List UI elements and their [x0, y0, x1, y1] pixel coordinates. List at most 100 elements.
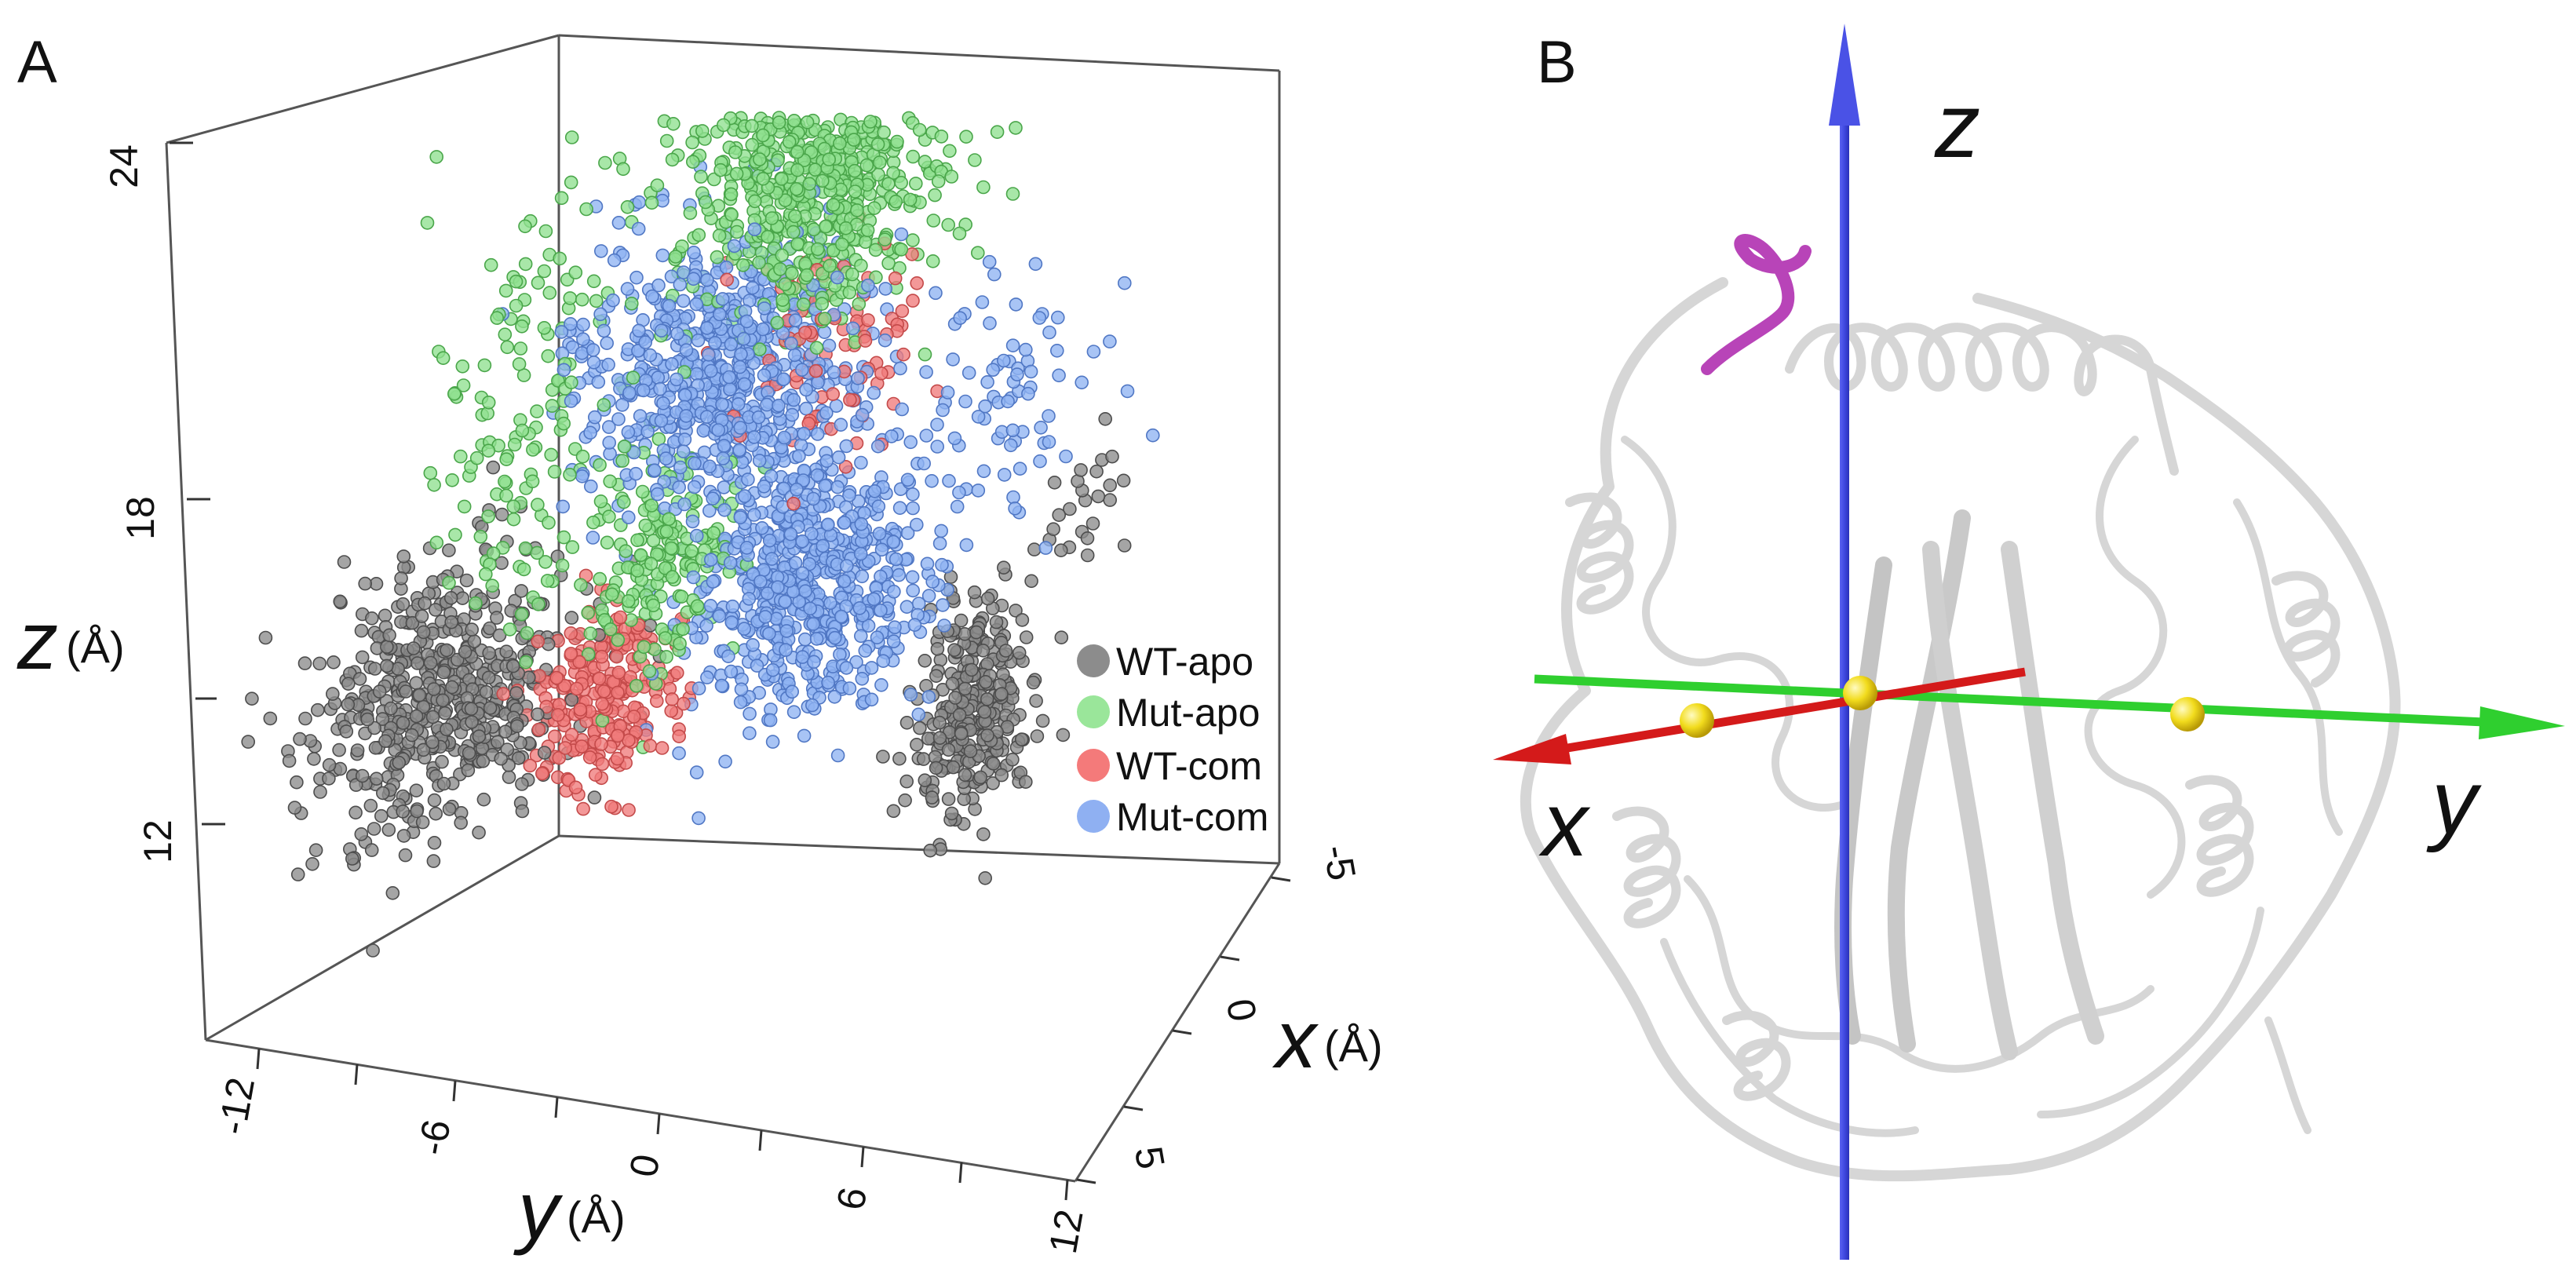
point-mut-apo [959, 130, 973, 144]
point-wt-com [613, 610, 628, 625]
point-mut-com [854, 516, 869, 531]
point-mut-com [739, 314, 754, 329]
point-mut-com [821, 517, 835, 532]
point-wt-apo [416, 742, 431, 757]
point-wt-apo [293, 732, 307, 746]
point-wt-com [564, 728, 579, 742]
point-wt-apo [980, 691, 994, 706]
point-mut-com [1146, 428, 1160, 443]
point-mut-com [597, 323, 611, 338]
point-wt-apo [482, 646, 497, 660]
point-wt-apo [379, 659, 394, 673]
point-mut-com [932, 536, 947, 551]
point-wt-apo [932, 731, 947, 746]
point-wt-apo [483, 701, 498, 715]
point-mut-apo [600, 535, 615, 550]
point-mut-com [787, 348, 802, 363]
point-mut-apo [500, 340, 515, 355]
point-mut-com [834, 609, 848, 624]
point-wt-apo [358, 576, 373, 591]
point-mut-apo [674, 589, 689, 604]
point-wt-apo [322, 772, 336, 786]
point-mut-apo [675, 239, 689, 254]
point-wt-apo [429, 806, 443, 821]
point-mut-com [920, 556, 935, 571]
point-wt-apo [263, 711, 278, 726]
y-tick-label-0: 0 [621, 1151, 668, 1180]
point-mut-apo [604, 622, 618, 637]
point-wt-apo [967, 585, 982, 600]
point-wt-apo [1009, 604, 1023, 618]
point-mut-com [615, 398, 629, 412]
point-mut-com [930, 418, 944, 432]
point-mut-com [982, 254, 997, 269]
point-wt-apo [481, 670, 496, 685]
point-mut-com [633, 409, 648, 423]
point-mut-com [653, 381, 667, 396]
point-mut-com [806, 491, 820, 506]
point-mut-apo [593, 571, 608, 586]
point-wt-apo [980, 591, 995, 606]
point-mut-com [672, 746, 686, 761]
point-mut-apo [822, 152, 836, 166]
point-mut-com [593, 244, 608, 258]
point-mut-com [1075, 375, 1089, 390]
ribbon-helix-right-lower [2185, 775, 2254, 897]
point-wt-apo [372, 684, 387, 699]
x-tick-5 [1076, 1178, 1096, 1184]
point-mut-com [656, 396, 670, 410]
point-wt-com [626, 710, 641, 724]
point-wt-apo [410, 804, 424, 819]
point-mut-com [587, 410, 602, 425]
point-mut-com [1004, 438, 1018, 453]
point-mut-apo [518, 219, 532, 234]
point-mut-com [677, 432, 692, 447]
point-mut-apo [579, 202, 593, 217]
point-mut-com [799, 401, 813, 416]
point-wt-apo [404, 728, 419, 742]
point-wt-apo [1116, 473, 1131, 488]
point-wt-apo [396, 805, 410, 819]
point-mut-com [997, 468, 1012, 482]
point-mut-com [854, 629, 868, 644]
point-mut-apo [507, 437, 522, 452]
point-mut-com [711, 423, 726, 437]
point-wt-com [552, 750, 567, 765]
point-mut-com [892, 501, 907, 516]
point-mut-com [980, 374, 994, 389]
point-mut-apo [867, 201, 881, 216]
point-wt-apo [930, 641, 945, 656]
point-mut-apo [775, 248, 790, 263]
point-wt-apo [1098, 411, 1112, 426]
ribbon-loop-right-tail [2264, 1016, 2311, 1134]
x-axis-shaft [1557, 667, 2026, 754]
point-wt-apo [427, 836, 442, 850]
point-wt-apo [332, 742, 346, 757]
point-mut-apo [513, 341, 528, 356]
point-mut-com [583, 425, 597, 440]
point-mut-apo [870, 137, 885, 151]
point-mut-apo [790, 162, 805, 177]
point-mut-com [732, 443, 746, 458]
point-wt-apo [492, 628, 507, 643]
point-wt-com [843, 392, 857, 407]
point-mut-apo [918, 155, 932, 169]
point-wt-apo [341, 677, 356, 691]
point-wt-apo [1035, 713, 1050, 728]
marker-ball-left [1680, 703, 1714, 738]
point-wt-apo [1056, 728, 1071, 742]
point-wt-com [786, 496, 801, 511]
point-mut-apo [695, 124, 710, 138]
point-wt-apo [436, 693, 450, 708]
legend-item-mut-com: Mut-com [1077, 795, 1268, 839]
point-mut-com [611, 215, 626, 230]
point-wt-com [665, 692, 680, 706]
x-tick-label--5: -5 [1315, 841, 1364, 884]
point-mut-apo [538, 555, 553, 569]
point-mut-com [976, 464, 991, 479]
point-wt-apo [396, 597, 410, 611]
point-mut-com [997, 353, 1011, 368]
point-wt-com [798, 325, 812, 340]
point-mut-com [763, 713, 778, 728]
ribbon-helix-right [2271, 571, 2341, 688]
